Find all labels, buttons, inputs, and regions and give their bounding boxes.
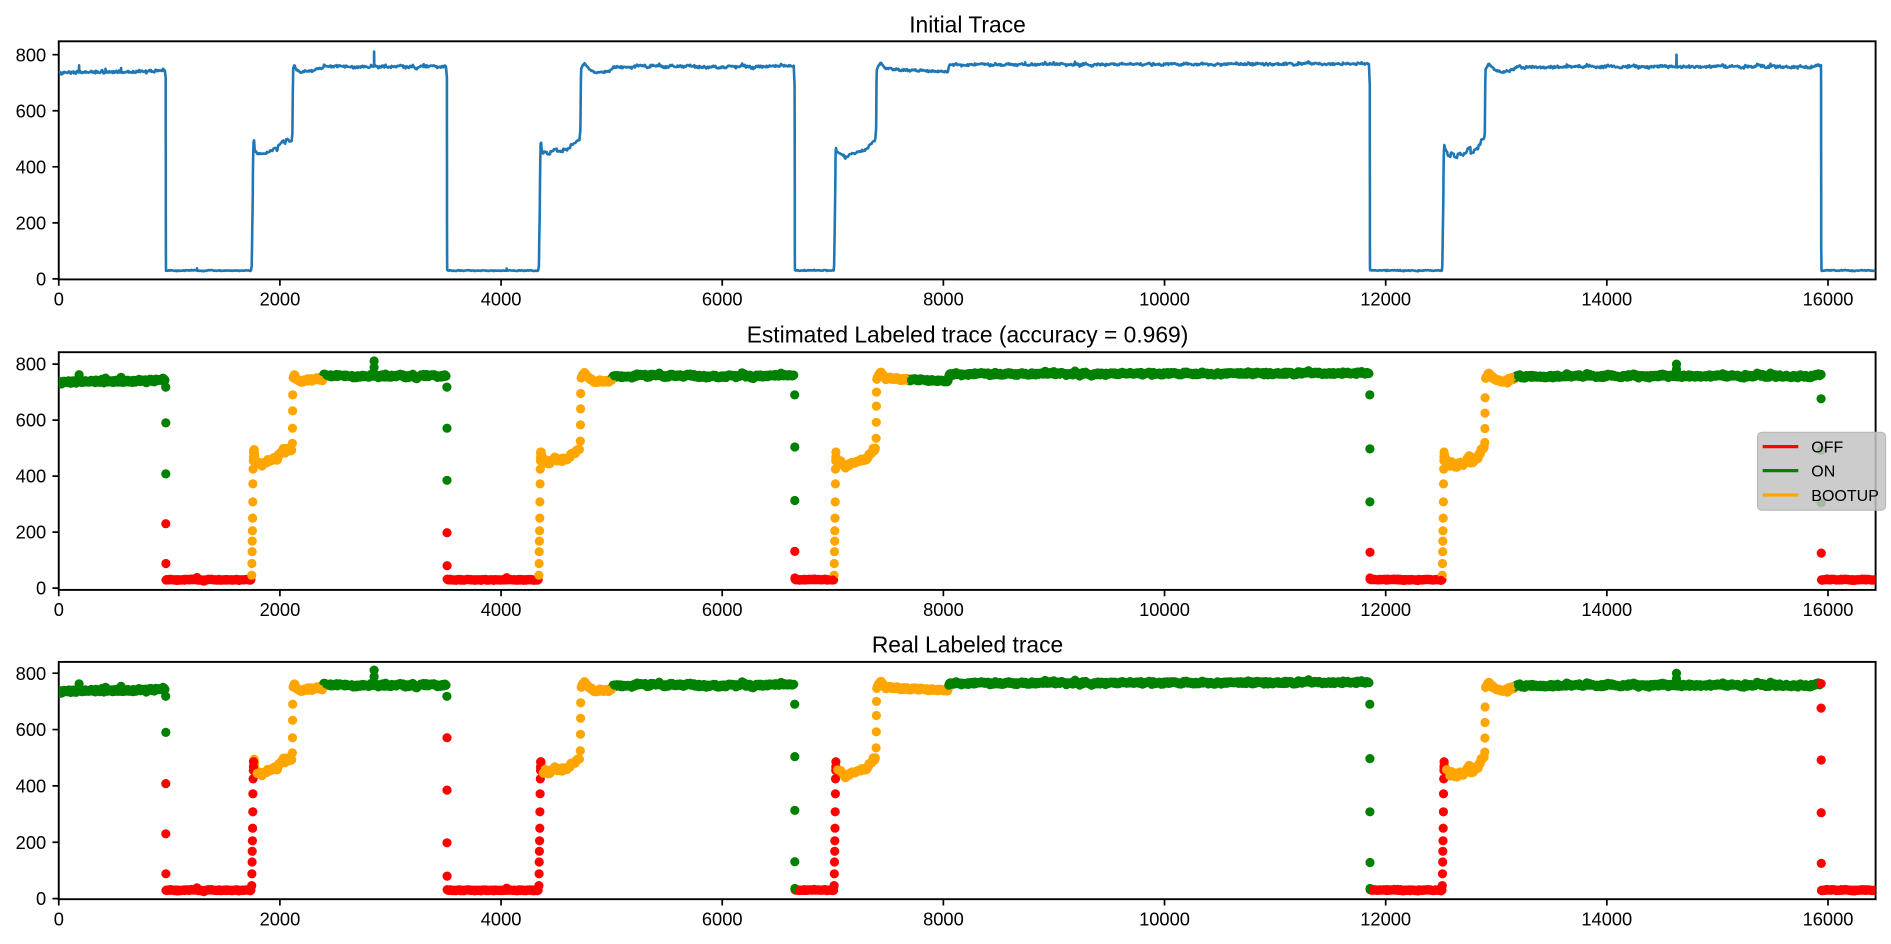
svg-text:8000: 8000 bbox=[923, 289, 964, 310]
svg-text:4000: 4000 bbox=[481, 289, 522, 310]
svg-text:Estimated Labeled trace (accur: Estimated Labeled trace (accuracy = 0.96… bbox=[747, 322, 1189, 348]
svg-text:400: 400 bbox=[16, 466, 47, 487]
svg-text:6000: 6000 bbox=[702, 908, 743, 929]
svg-text:10000: 10000 bbox=[1139, 289, 1190, 310]
svg-text:800: 800 bbox=[16, 663, 47, 684]
svg-text:0: 0 bbox=[36, 578, 46, 599]
svg-text:Real Labeled trace: Real Labeled trace bbox=[872, 632, 1063, 658]
svg-text:2000: 2000 bbox=[260, 289, 301, 310]
svg-text:10000: 10000 bbox=[1139, 599, 1190, 620]
svg-text:200: 200 bbox=[16, 212, 47, 233]
svg-text:16000: 16000 bbox=[1803, 908, 1854, 929]
svg-text:600: 600 bbox=[16, 719, 47, 740]
svg-text:4000: 4000 bbox=[481, 908, 522, 929]
svg-text:0: 0 bbox=[36, 888, 46, 909]
svg-text:200: 200 bbox=[16, 832, 47, 853]
svg-text:400: 400 bbox=[16, 776, 47, 797]
svg-text:BOOTUP: BOOTUP bbox=[1811, 488, 1879, 505]
svg-text:14000: 14000 bbox=[1581, 599, 1632, 620]
svg-text:0: 0 bbox=[54, 289, 64, 310]
svg-text:8000: 8000 bbox=[923, 908, 964, 929]
svg-text:12000: 12000 bbox=[1360, 289, 1411, 310]
svg-text:10000: 10000 bbox=[1139, 908, 1190, 929]
svg-text:800: 800 bbox=[16, 44, 47, 65]
svg-text:0: 0 bbox=[36, 269, 46, 290]
svg-text:8000: 8000 bbox=[923, 599, 964, 620]
svg-text:0: 0 bbox=[54, 599, 64, 620]
svg-text:OFF: OFF bbox=[1811, 439, 1843, 456]
svg-text:2000: 2000 bbox=[260, 908, 301, 929]
svg-text:14000: 14000 bbox=[1581, 908, 1632, 929]
svg-text:12000: 12000 bbox=[1360, 599, 1411, 620]
svg-text:6000: 6000 bbox=[702, 289, 743, 310]
svg-text:Initial Trace: Initial Trace bbox=[909, 12, 1026, 38]
svg-text:200: 200 bbox=[16, 522, 47, 543]
svg-text:2000: 2000 bbox=[260, 599, 301, 620]
svg-text:600: 600 bbox=[16, 100, 47, 121]
svg-text:14000: 14000 bbox=[1581, 289, 1632, 310]
svg-text:12000: 12000 bbox=[1360, 908, 1411, 929]
svg-text:600: 600 bbox=[16, 410, 47, 431]
svg-text:800: 800 bbox=[16, 354, 47, 375]
svg-text:16000: 16000 bbox=[1803, 599, 1854, 620]
svg-text:4000: 4000 bbox=[481, 599, 522, 620]
svg-text:400: 400 bbox=[16, 156, 47, 177]
svg-text:ON: ON bbox=[1811, 463, 1835, 480]
svg-text:0: 0 bbox=[54, 908, 64, 929]
svg-text:6000: 6000 bbox=[702, 599, 743, 620]
svg-text:16000: 16000 bbox=[1803, 289, 1854, 310]
